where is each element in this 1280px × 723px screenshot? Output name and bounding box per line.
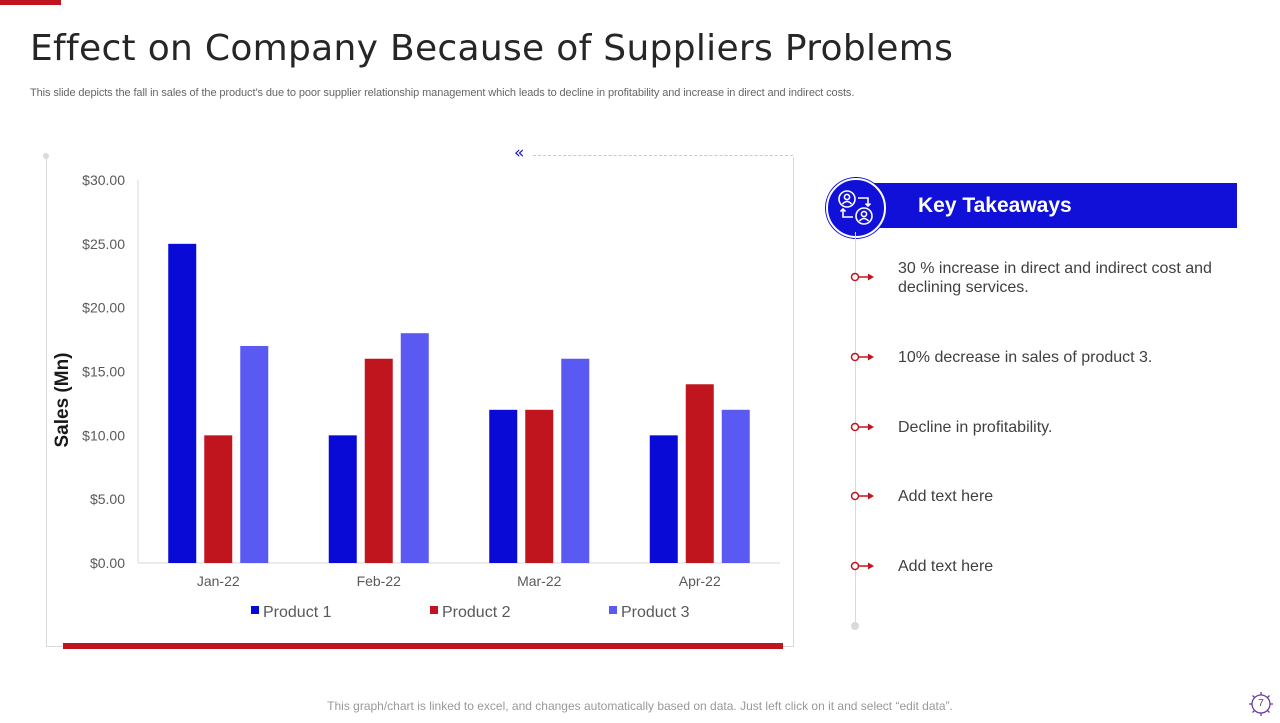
legend-label: Product 3 <box>621 604 690 621</box>
bar-1 <box>489 409 518 563</box>
bar-1 <box>328 435 357 563</box>
people-exchange-icon <box>826 178 886 238</box>
chart-dashed-line <box>533 155 793 156</box>
gear-icon <box>1249 692 1273 716</box>
legend-swatch <box>609 606 617 614</box>
bar-1 <box>168 243 197 564</box>
chart-frame-left <box>46 157 47 647</box>
page-number: 7 <box>1258 698 1264 709</box>
page-number-badge: 7 <box>1247 690 1275 718</box>
bar-2 <box>364 358 393 563</box>
arrow-right-icon <box>850 561 874 571</box>
double-chevron-left-icon: « <box>514 143 525 163</box>
chart-frame-dot <box>43 153 49 159</box>
bar-2 <box>685 384 714 563</box>
takeaway-text: Add text here <box>898 558 994 575</box>
x-tick-label: Apr-22 <box>679 573 721 589</box>
key-takeaways-title: Key Takeaways <box>918 194 1072 217</box>
arrow-right-icon <box>850 272 874 282</box>
y-tick-label: $10.00 <box>82 427 125 443</box>
slide-footer-note: This graph/chart is linked to excel, and… <box>327 699 953 713</box>
top-accent-bar <box>0 0 61 5</box>
arrow-right-icon <box>850 422 874 432</box>
x-tick-label: Jan-22 <box>197 573 240 589</box>
legend-label: Product 2 <box>442 604 511 621</box>
y-tick-label: $20.00 <box>82 300 125 316</box>
x-tick-label: Feb-22 <box>357 573 402 589</box>
bar-2 <box>525 409 554 563</box>
takeaway-text: Decline in profitability. <box>898 419 1053 436</box>
y-tick-label: $5.00 <box>90 491 125 507</box>
bar-2 <box>204 435 233 563</box>
bar-3 <box>400 333 429 563</box>
x-tick-label: Mar-22 <box>517 573 562 589</box>
legend-swatch <box>430 606 438 614</box>
legend-label: Product 1 <box>263 604 332 621</box>
takeaway-text: 30 % increase in direct and indirect cos… <box>898 260 1212 296</box>
arrow-right-icon <box>850 352 874 362</box>
slide-title: Effect on Company Because of Suppliers P… <box>30 28 954 69</box>
y-tick-label: $0.00 <box>90 555 125 571</box>
chart-frame-right <box>793 157 794 647</box>
y-tick-label: $30.00 <box>82 172 125 188</box>
bar-chart: $0.00 $5.00 $10.00 $15.00 $20.00 $25.00 $30.00… <box>52 172 780 621</box>
y-axis-title: Sales (Mn) <box>52 352 73 447</box>
takeaway-text: 10% decrease in sales of product 3. <box>898 349 1153 366</box>
chart-bottom-red-bar <box>63 643 783 649</box>
key-takeaways-header <box>868 183 1237 228</box>
bar-3 <box>240 345 269 563</box>
slide-subtitle: This slide depicts the fall in sales of … <box>30 87 855 99</box>
takeaway-text: Add text here <box>898 488 994 505</box>
bar-3 <box>721 409 750 563</box>
y-tick-label: $15.00 <box>82 364 125 380</box>
bar-3 <box>561 358 590 563</box>
takeaways-timeline-end-dot <box>851 622 859 630</box>
bar-1 <box>649 435 678 563</box>
y-tick-label: $25.00 <box>82 236 125 252</box>
arrow-right-icon <box>850 491 874 501</box>
legend-swatch <box>251 606 259 614</box>
